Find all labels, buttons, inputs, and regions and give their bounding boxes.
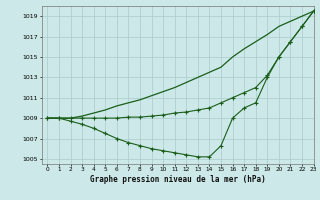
X-axis label: Graphe pression niveau de la mer (hPa): Graphe pression niveau de la mer (hPa) <box>90 175 266 184</box>
